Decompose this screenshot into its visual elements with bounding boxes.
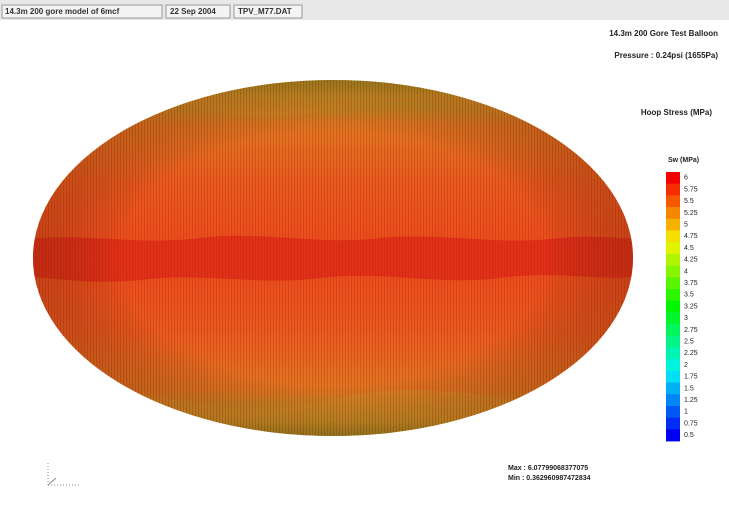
legend-swatch: [666, 231, 680, 243]
legend-swatch: [666, 184, 680, 196]
legend-swatch: [666, 195, 680, 207]
model-title: 14.3m 200 Gore Test Balloon: [609, 29, 718, 38]
legend-label: 4.25: [684, 257, 698, 264]
legend-label: 6: [684, 175, 688, 182]
legend-swatch: [666, 324, 680, 336]
legend-label: 1.5: [684, 385, 694, 392]
tab-label: 14.3m 200 gore model of 6mcf: [5, 7, 120, 16]
legend-swatch: [666, 348, 680, 360]
legend-label: 3.75: [684, 280, 698, 287]
legend-swatch: [666, 406, 680, 418]
legend-swatch: [666, 289, 680, 301]
legend-label: 3: [684, 315, 688, 322]
legend-label: 2.25: [684, 350, 698, 357]
legend-label: 3.5: [684, 292, 694, 299]
legend-swatch: [666, 383, 680, 395]
min-value: Min : 0.362960987472834: [508, 475, 591, 482]
legend-swatch: [666, 312, 680, 324]
legend-title: Sw (MPa): [668, 157, 699, 164]
legend-label: 2.5: [684, 338, 694, 345]
legend-swatch: [666, 242, 680, 254]
legend-label: 5.25: [684, 210, 698, 217]
legend-swatch: [666, 418, 680, 430]
legend-label: 1: [684, 409, 688, 416]
legend-swatch: [666, 371, 680, 383]
max-value: Max : 6.07799068377075: [508, 465, 588, 472]
legend-swatch: [666, 254, 680, 266]
legend-swatch: [666, 277, 680, 289]
legend-swatch: [666, 207, 680, 219]
screen: 14.3m 200 gore model of 6mcf 22 Sep 2004…: [0, 0, 729, 510]
legend-label: 5.75: [684, 186, 698, 193]
legend-swatch: [666, 301, 680, 313]
balloon: [20, 78, 640, 440]
legend-swatch: [666, 429, 680, 441]
tab-label: TPV_M77.DAT: [238, 7, 292, 16]
legend-label: 0.75: [684, 420, 698, 427]
legend-swatch: [666, 172, 680, 184]
legend-label: 5: [684, 221, 688, 228]
legend-swatch: [666, 266, 680, 278]
legend-label: 1.25: [684, 397, 698, 404]
legend: 6 5.75 5.5 5.25 5 4.75 4.5 4.25 4 3.75 3.5 3.25 3 2.7…: [666, 172, 698, 441]
legend-swatch: [666, 336, 680, 348]
axis-triad: [48, 462, 80, 485]
legend-label: 4.5: [684, 245, 694, 252]
legend-label: 3.25: [684, 303, 698, 310]
legend-label: 4.75: [684, 233, 698, 240]
legend-label: 0.5: [684, 432, 694, 439]
legend-label: 4: [684, 268, 688, 275]
legend-label: 5.5: [684, 198, 694, 205]
legend-label: 1.75: [684, 374, 698, 381]
quantity: Hoop Stress (MPa): [641, 108, 712, 117]
legend-swatch: [666, 219, 680, 231]
legend-label: 2.75: [684, 327, 698, 334]
viewer: 14.3m 200 gore model of 6mcf 22 Sep 2004…: [0, 0, 729, 510]
legend-label: 2: [684, 362, 688, 369]
tab-label: 22 Sep 2004: [170, 7, 216, 16]
legend-swatch: [666, 359, 680, 371]
legend-swatch: [666, 394, 680, 406]
pressure: Pressure : 0.24psi (1655Pa): [614, 51, 718, 60]
